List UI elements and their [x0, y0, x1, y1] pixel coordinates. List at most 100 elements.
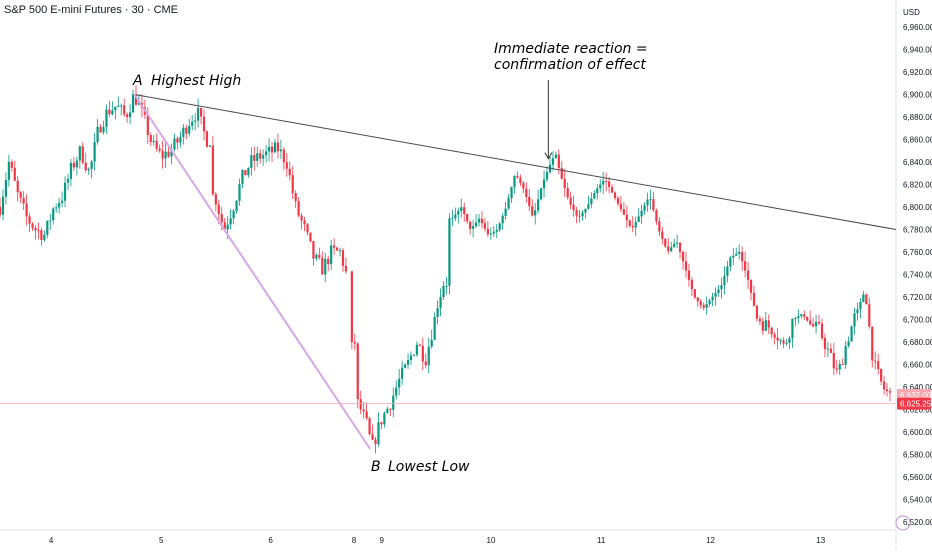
candle-body: [678, 242, 682, 252]
label-lowest-low: Lowest Low: [388, 459, 470, 475]
candle-body: [619, 203, 623, 210]
candle-body: [726, 266, 729, 276]
candle-body: [578, 215, 581, 217]
candle-body: [383, 413, 386, 425]
candle-body: [797, 316, 800, 318]
candle-body: [374, 439, 377, 445]
candle-body: [770, 327, 773, 335]
candle-body: [871, 326, 874, 361]
candle-body: [702, 304, 705, 308]
candle-body: [534, 210, 537, 216]
candle-body: [155, 140, 158, 149]
candle-body: [640, 210, 643, 217]
trend-line[interactable]: [134, 94, 897, 230]
candle-body: [282, 149, 285, 163]
candle-body: [670, 247, 673, 252]
candle-body: [643, 205, 646, 211]
candle-body: [338, 250, 342, 252]
y-tick-label: 6,860.00: [903, 136, 932, 145]
candle-body: [205, 131, 209, 147]
candle-body: [4, 179, 8, 197]
candle-body: [241, 170, 244, 185]
candle-body: [637, 216, 640, 222]
candle-body: [832, 352, 835, 369]
candle-body: [126, 114, 129, 118]
y-tick-label: 6,760.00: [903, 248, 932, 257]
reaction-arrow-head: [544, 152, 553, 160]
candle-body: [587, 204, 590, 209]
candle-body: [380, 422, 383, 425]
price-axis-panel[interactable]: [896, 0, 932, 550]
candle-body: [501, 216, 504, 224]
candle-body: [681, 252, 685, 262]
candle-body: [551, 158, 555, 165]
candle-body: [158, 148, 161, 151]
candle-body: [55, 207, 58, 209]
candle-body: [321, 257, 324, 275]
y-tick-label: 6,520.00: [903, 518, 932, 527]
candle-body: [539, 188, 543, 200]
candle-body: [658, 221, 661, 232]
candle-body: [412, 354, 416, 356]
label-a: A: [132, 73, 143, 89]
candle-body: [398, 378, 401, 388]
candle-body: [531, 206, 534, 216]
candle-body: [406, 360, 410, 365]
candle-body: [421, 345, 424, 362]
candle-body: [34, 227, 37, 231]
candle-body: [794, 317, 797, 319]
x-tick-label: 4: [49, 536, 54, 545]
auto-scale-icon[interactable]: [895, 515, 911, 531]
candle-body: [120, 105, 123, 107]
candle-body: [593, 192, 596, 199]
candle-body: [19, 192, 22, 198]
candle-body: [123, 105, 126, 115]
candle-body: [176, 138, 179, 143]
candle-body: [841, 364, 844, 366]
candle-body: [356, 343, 359, 400]
candle-body: [664, 238, 667, 247]
candle-body: [300, 215, 303, 221]
candle-body: [516, 175, 519, 178]
candle-body: [865, 294, 868, 305]
candle-body: [37, 230, 40, 232]
candle-body: [288, 168, 291, 176]
candle-body: [779, 340, 782, 342]
candle-body: [882, 381, 886, 390]
candle-body: [791, 318, 794, 339]
candle-body: [699, 301, 702, 305]
candle-body: [312, 241, 315, 259]
candle-body: [350, 271, 353, 342]
candle-body: [267, 146, 271, 152]
candle-body: [466, 213, 469, 222]
candle-body: [152, 140, 155, 142]
candle-body: [631, 225, 634, 228]
candle-body: [599, 184, 602, 189]
candle-body: [838, 364, 841, 370]
candle-body: [844, 345, 847, 365]
y-tick-label: 6,960.00: [903, 23, 932, 32]
candle-body: [442, 285, 445, 297]
currency-label: USD: [903, 8, 920, 17]
candle-body: [52, 208, 55, 221]
candle-body: [847, 341, 850, 346]
x-tick-label: 12: [706, 536, 715, 545]
candle-body: [253, 155, 256, 161]
candle-body: [16, 180, 19, 193]
candle-body: [238, 184, 241, 201]
candle-body: [362, 409, 365, 412]
candle-body: [81, 146, 84, 163]
candle-body: [613, 192, 617, 199]
candle-body: [522, 183, 525, 189]
candle-body: [877, 361, 880, 369]
candle-body: [318, 254, 321, 258]
candle-body: [134, 94, 138, 105]
candle-body: [711, 296, 714, 301]
candle-body: [483, 223, 487, 229]
candle-body: [430, 339, 433, 347]
a-to-b-line[interactable]: [133, 93, 371, 450]
candle-body: [758, 318, 761, 322]
candle-body: [418, 344, 421, 346]
candle-body: [489, 233, 492, 235]
